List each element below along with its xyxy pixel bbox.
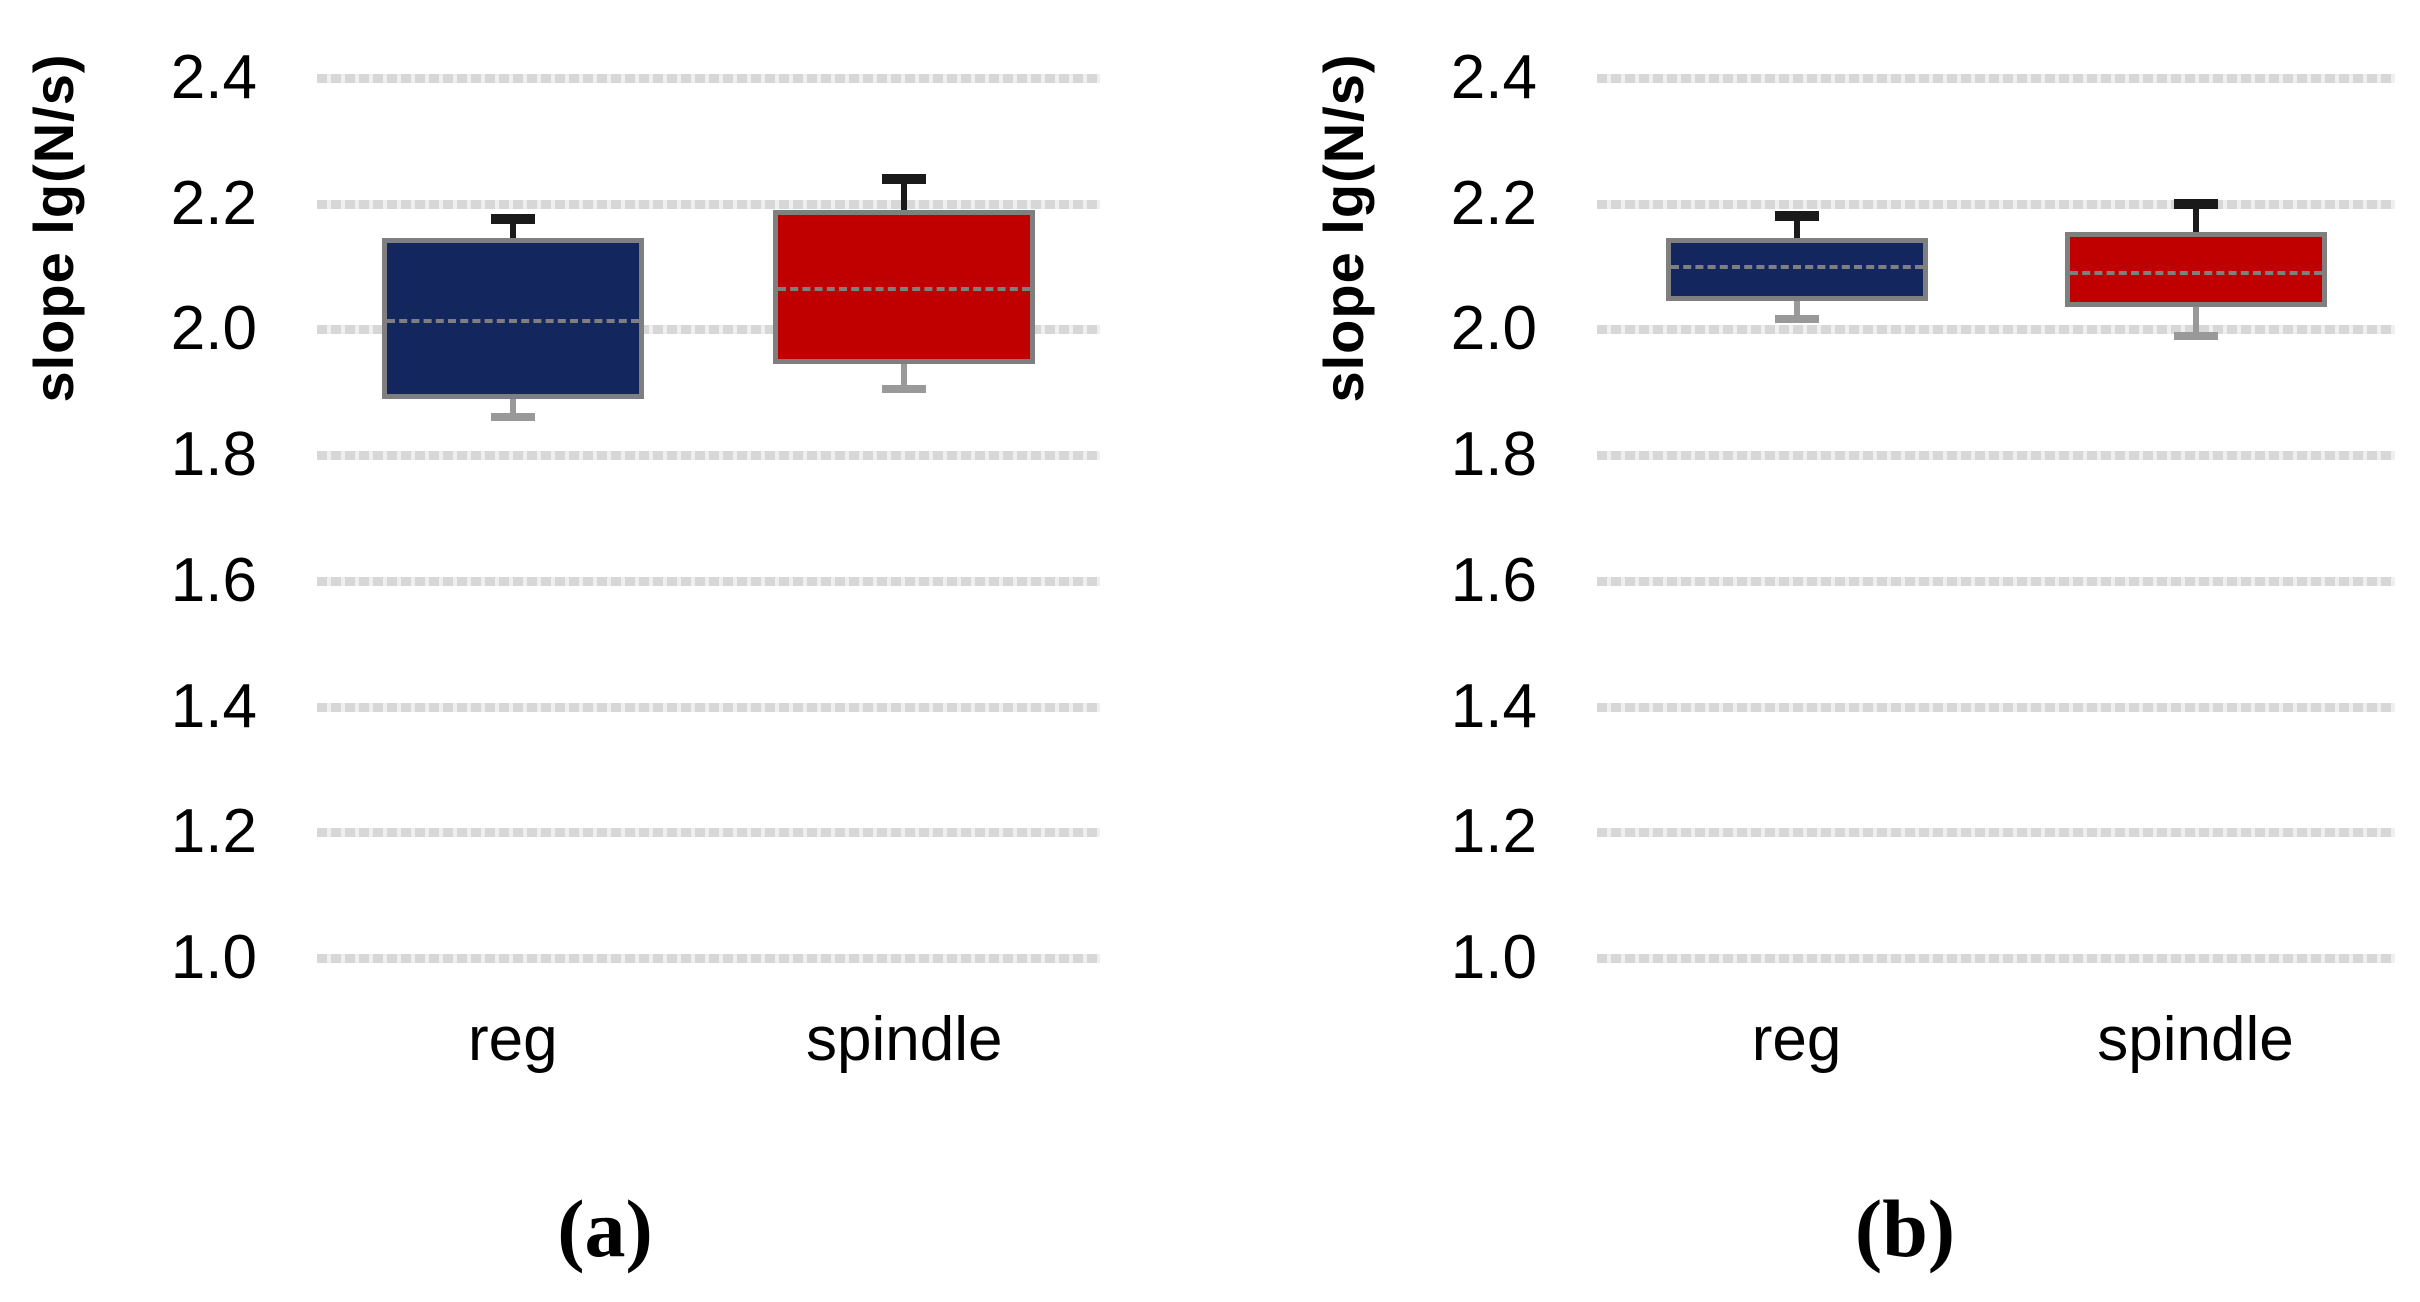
y-tick-label: 2.4 [1450, 43, 1537, 112]
whisker-lower-cap [1774, 315, 1819, 323]
gridline [317, 577, 1100, 586]
gridline [1597, 703, 2395, 712]
gridline [317, 703, 1100, 712]
median-line [386, 319, 639, 323]
y-tick-label: 1.6 [1450, 546, 1537, 615]
gridline [317, 954, 1100, 963]
whisker-lower [2192, 307, 2199, 336]
median-line [778, 287, 1031, 291]
y-tick-label: 1.2 [1450, 797, 1537, 866]
whisker-lower-cap [2173, 332, 2218, 340]
whisker-upper [1793, 216, 1800, 238]
y-tick-label: 1.8 [170, 420, 257, 489]
whisker-upper-cap [1774, 211, 1819, 221]
y-tick-label: 2.2 [170, 169, 257, 238]
y-tick-label: 1.0 [170, 923, 257, 992]
y-tick-label: 2.4 [170, 43, 257, 112]
whisker-lower [509, 399, 516, 417]
whisker-upper-cap [490, 214, 535, 224]
x-tick-label-reg: reg [467, 1005, 558, 1074]
median-line [2069, 271, 2322, 275]
y-tick-label: 1.4 [1450, 672, 1537, 741]
y-tick-label: 2.0 [1450, 294, 1537, 363]
x-tick-label-spindle: spindle [2097, 1005, 2294, 1074]
whisker-upper [2192, 204, 2199, 232]
x-tick-label-reg: reg [1751, 1005, 1842, 1074]
chart-a: slope lg(N/s) 2.4 2.2 2.0 1.8 1.6 1.4 1.2 1.0 re… [22, 43, 1100, 1274]
gridline [317, 828, 1100, 837]
y-tick-label: 1.6 [170, 546, 257, 615]
gridline [317, 451, 1100, 460]
gridline [1597, 828, 2395, 837]
y-tick-label: 1.4 [170, 672, 257, 741]
whisker-lower [901, 364, 908, 389]
median-line [1670, 265, 1923, 269]
caption-b: (b) [1854, 1183, 1956, 1274]
y-tick-label: 2.2 [1450, 169, 1537, 238]
whisker-upper-cap [882, 174, 927, 184]
whisker-lower [1793, 301, 1800, 319]
gridline [1597, 577, 2395, 586]
y-tick-label: 1.0 [1450, 923, 1537, 992]
gridline [317, 325, 1100, 334]
y-tick-label: 2.0 [170, 294, 257, 363]
chart-b: slope lg(N/s) 2.4 2.2 2.0 1.8 1.6 1.4 1.2 1.0 re… [1210, 0, 2420, 1302]
whisker-lower-cap [882, 385, 927, 393]
whisker-upper [901, 179, 908, 210]
box-reg [381, 238, 644, 399]
whisker-lower-cap [490, 413, 535, 421]
gridline [1597, 954, 2395, 963]
box-spindle [2064, 232, 2327, 307]
gridline [1597, 200, 2395, 209]
gridline [317, 200, 1100, 209]
x-tick-label-spindle: spindle [806, 1005, 1003, 1074]
caption-a: (a) [557, 1183, 653, 1274]
whisker-upper [509, 219, 516, 238]
plot-area-a: 2.4 2.2 2.0 1.8 1.6 1.4 1.2 1.0 reg spindle [170, 43, 1100, 1074]
gridline [1597, 325, 2395, 334]
y-tick-label: 1.8 [1450, 420, 1537, 489]
plot-area-b: 2.4 2.2 2.0 1.8 1.6 1.4 1.2 1.0 reg spindle [1210, 0, 2420, 1302]
y-tick-label: 1.2 [170, 797, 257, 866]
whisker-upper-cap [2173, 199, 2218, 209]
gridline [317, 74, 1100, 83]
gridline [1597, 74, 2395, 83]
box-reg [1665, 238, 1928, 301]
gridline [1597, 451, 2395, 460]
